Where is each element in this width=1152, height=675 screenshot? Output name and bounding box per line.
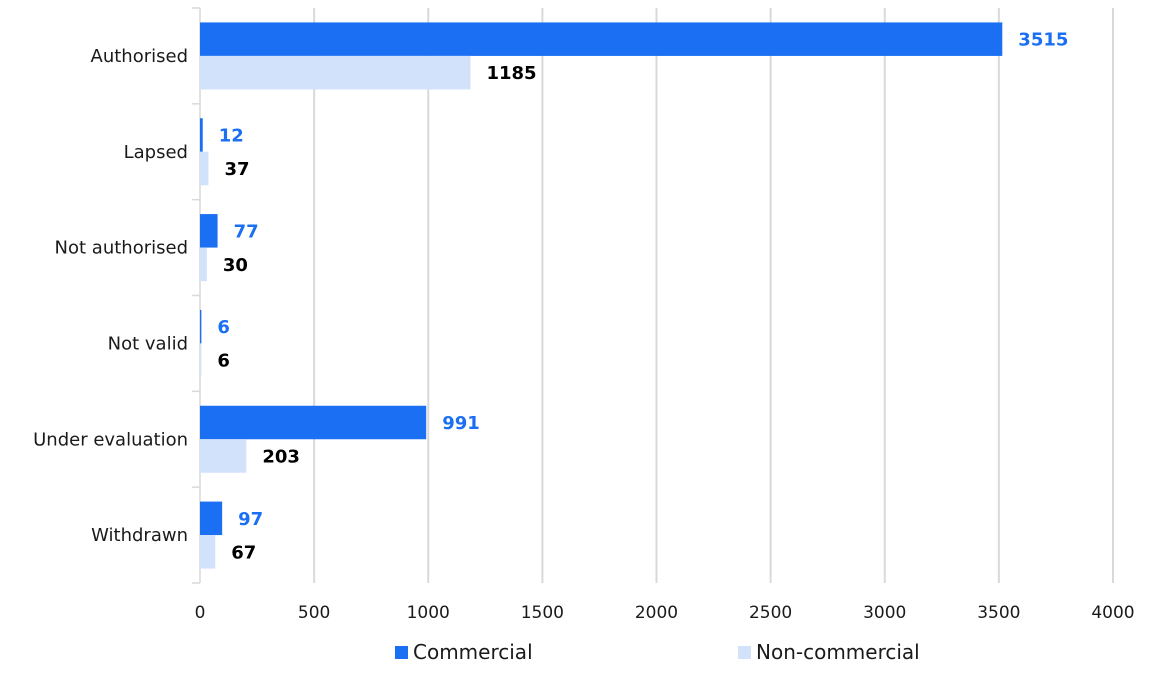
category-labels: Authorised Lapsed Not authorised Not valid U…: [33, 46, 188, 546]
bar-non-commercial: [200, 247, 207, 282]
bar-commercial: [200, 214, 218, 248]
x-tick-labels: 0 500 1000 1500 2000 2500 3000 3500 4000: [195, 603, 1135, 623]
data-label-non-commercial: 30: [223, 255, 248, 276]
legend-label-non-commercial: Non-commercial: [756, 640, 920, 664]
gridlines: [313, 8, 1114, 583]
x-tick-label: 1500: [521, 603, 564, 623]
category-label: Lapsed: [124, 142, 188, 163]
bar-commercial: [200, 405, 427, 440]
x-tick-label: 2500: [749, 603, 792, 623]
bar-commercial: [200, 22, 1003, 56]
legend-label-commercial: Commercial: [413, 640, 533, 664]
data-label-commercial: 77: [234, 221, 259, 242]
category-label: Authorised: [91, 46, 188, 67]
category-label: Not valid: [108, 333, 188, 354]
bar-commercial: [200, 309, 202, 344]
bars: [200, 22, 1003, 569]
bar-commercial: [200, 118, 203, 152]
bar-non-commercial: [200, 151, 209, 186]
data-label-non-commercial: 37: [224, 159, 249, 180]
x-tick-label: 2000: [635, 603, 678, 623]
data-label-commercial: 3515: [1018, 30, 1068, 51]
bar-chart: 3515 1185 12 37 77 30 6 6 991 203 97 67 Authorised L…: [33, 7, 1135, 623]
bar-non-commercial: [200, 535, 216, 569]
data-label-non-commercial: 6: [217, 351, 230, 372]
x-tick-label: 1000: [407, 603, 450, 623]
legend: Commercial Non-commercial: [0, 640, 1152, 670]
x-tick-label: 500: [298, 603, 330, 623]
bar-non-commercial: [200, 343, 202, 377]
x-tick-label: 4000: [1091, 603, 1134, 623]
legend-item-non-commercial: Non-commercial: [738, 640, 920, 664]
bar-non-commercial: [200, 439, 247, 473]
category-label: Not authorised: [55, 238, 188, 259]
category-label: Under evaluation: [33, 429, 188, 450]
bar-commercial: [200, 501, 223, 536]
category-label: Withdrawn: [91, 525, 188, 546]
data-label-non-commercial: 203: [262, 447, 300, 468]
bar-non-commercial: [200, 55, 471, 90]
x-tick-label: 3500: [977, 603, 1020, 623]
data-label-non-commercial: 1185: [486, 63, 536, 84]
y-axis: [192, 7, 201, 584]
x-tick-label: 3000: [863, 603, 906, 623]
legend-item-commercial: Commercial: [395, 640, 533, 664]
data-label-non-commercial: 67: [231, 542, 256, 563]
data-label-commercial: 12: [219, 126, 244, 147]
data-label-commercial: 991: [442, 413, 480, 434]
x-tick-label: 0: [195, 603, 206, 623]
data-label-commercial: 97: [238, 509, 263, 530]
legend-swatch-non-commercial: [738, 645, 751, 659]
data-label-commercial: 6: [217, 317, 230, 338]
legend-swatch-commercial: [395, 645, 408, 659]
data-labels: 3515 1185 12 37 77 30 6 6 991 203 97 67: [217, 30, 1068, 564]
